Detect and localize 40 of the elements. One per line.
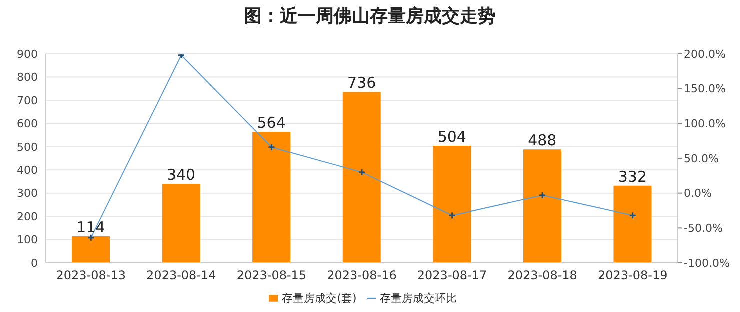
y-tick-label: 0 xyxy=(31,256,38,270)
x-tick-label: 2023-08-17 xyxy=(417,268,488,283)
x-tick-label: 2023-08-13 xyxy=(56,268,126,283)
bar xyxy=(342,92,381,263)
y2-tick-label: 50.0% xyxy=(684,152,719,166)
bar xyxy=(252,132,291,263)
data-label: 736 xyxy=(348,74,376,92)
legend-label: 存量房成交(套) xyxy=(282,292,357,305)
y-tick-label: 500 xyxy=(17,140,38,154)
x-tick-label: 2023-08-16 xyxy=(327,268,397,283)
data-label: 340 xyxy=(166,166,196,184)
legend-label: 存量房成交环比 xyxy=(380,292,457,305)
x-tick-label: 2023-08-15 xyxy=(236,268,307,283)
y-tick-label: 400 xyxy=(17,164,38,178)
y2-tick-label: 200.0% xyxy=(684,48,726,61)
y2-tick-label: 0.0% xyxy=(684,187,712,200)
y-tick-label: 100 xyxy=(17,234,38,247)
data-label: 488 xyxy=(528,132,557,150)
y-tick-label: 700 xyxy=(17,94,38,108)
bar xyxy=(72,236,110,263)
y-tick-label: 900 xyxy=(17,48,38,61)
bar xyxy=(523,150,562,263)
y2-tick-label: -50.0% xyxy=(684,222,723,236)
chart-title: 图：近一周佛山存量房成交走势 xyxy=(243,5,497,29)
x-tick-label: 2023-08-14 xyxy=(146,268,216,283)
y2-tick-label: 150.0% xyxy=(684,82,726,96)
y-tick-label: 600 xyxy=(17,118,38,131)
data-label: 564 xyxy=(257,114,286,132)
y2-tick-label: -100.0% xyxy=(684,256,730,270)
data-label: 504 xyxy=(438,128,466,146)
y2-tick-label: 100.0% xyxy=(684,118,726,131)
bar xyxy=(162,184,200,263)
bar xyxy=(433,146,472,263)
y-tick-label: 200 xyxy=(17,210,38,224)
data-label: 332 xyxy=(618,168,648,186)
bar xyxy=(614,186,652,263)
y-tick-label: 800 xyxy=(17,71,38,84)
y-tick-label: 300 xyxy=(17,187,38,200)
x-tick-label: 2023-08-18 xyxy=(508,268,578,283)
x-tick-label: 2023-08-19 xyxy=(598,268,668,283)
